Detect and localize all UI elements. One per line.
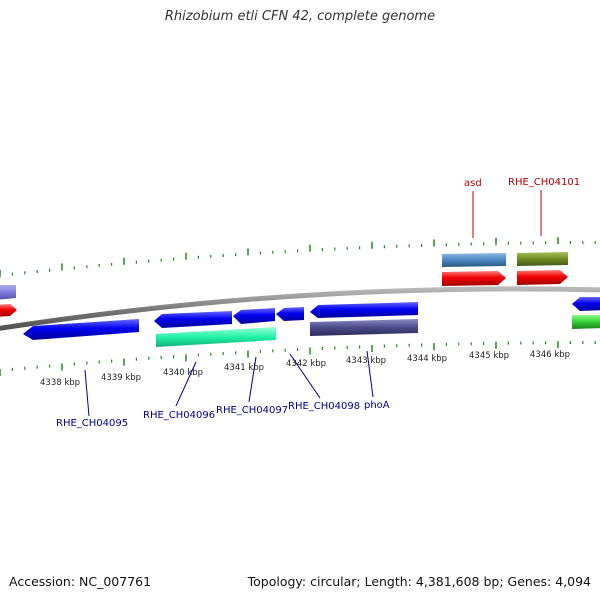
label-che04097[interactable]: RHE_CH04097: [216, 405, 288, 416]
gene-phoA[interactable]: [310, 302, 418, 318]
leader-che04096: [175, 361, 197, 407]
gene-arrow-red-2[interactable]: [517, 270, 568, 285]
leader-che04097: [248, 356, 257, 403]
label-asd[interactable]: asd: [464, 178, 482, 189]
gene-arrow-green-right[interactable]: [572, 315, 600, 329]
gene-che04097[interactable]: [233, 308, 275, 324]
scale-label-4346: 4346 kbp: [530, 350, 570, 360]
gene-che04098[interactable]: [276, 307, 304, 321]
scale-label-4344: 4344 kbp: [407, 354, 447, 364]
scale-label-4341: 4341 kbp: [224, 363, 264, 373]
scale-label-4338: 4338 kbp: [40, 378, 80, 388]
gene-arrow-blue-right[interactable]: [572, 297, 600, 311]
reverse-gene-labels: RHE_CH04095 RHE_CH04096 RHE_CH04097 RHE_…: [56, 350, 390, 429]
gene-arrow-slate[interactable]: [310, 319, 418, 336]
leader-che04095: [84, 369, 90, 417]
scale-label-4343: 4343 kbp: [346, 356, 386, 366]
gene-arrow-lavender[interactable]: [0, 285, 16, 300]
leader-che04098: [289, 353, 321, 399]
label-phoA[interactable]: phoA: [364, 400, 390, 411]
inner-tick-row: [0, 341, 596, 376]
label-che04096[interactable]: RHE_CH04096: [143, 410, 215, 421]
scale-label-4345: 4345 kbp: [469, 351, 509, 361]
gene-asd[interactable]: [442, 253, 506, 267]
label-che04101[interactable]: RHE_CH04101: [508, 177, 580, 188]
genome-summary: Topology: circular; Length: 4,381,608 bp…: [247, 574, 591, 589]
gene-arrow-red-1[interactable]: [442, 271, 506, 286]
scale-label-4339: 4339 kbp: [101, 373, 141, 383]
gene-che04096[interactable]: [154, 311, 232, 328]
outer-tick-row: [0, 237, 596, 277]
label-che04095[interactable]: RHE_CH04095: [56, 418, 128, 429]
genome-backbone: [0, 286, 600, 331]
gene-che04101[interactable]: [517, 252, 568, 266]
scale-labels: 4338 kbp 4339 kbp 4340 kbp 4341 kbp 4342…: [40, 350, 570, 388]
scale-label-4342: 4342 kbp: [286, 359, 326, 369]
gene-arrow-red-left[interactable]: [0, 304, 17, 317]
scale-label-4340: 4340 kbp: [163, 368, 203, 378]
reverse-strand-genes: [23, 297, 600, 347]
gene-che04096-aqua[interactable]: [156, 327, 276, 347]
label-che04098[interactable]: RHE_CH04098: [288, 401, 360, 412]
map-title: Rhizobium etli CFN 42, complete genome: [164, 9, 436, 24]
forward-gene-labels: asd RHE_CH04101: [464, 177, 580, 238]
accession-label: Accession: NC_007761: [9, 574, 152, 589]
gene-che04095[interactable]: [23, 319, 139, 340]
forward-strand-genes: [0, 252, 568, 317]
leader-phoA: [366, 350, 374, 398]
